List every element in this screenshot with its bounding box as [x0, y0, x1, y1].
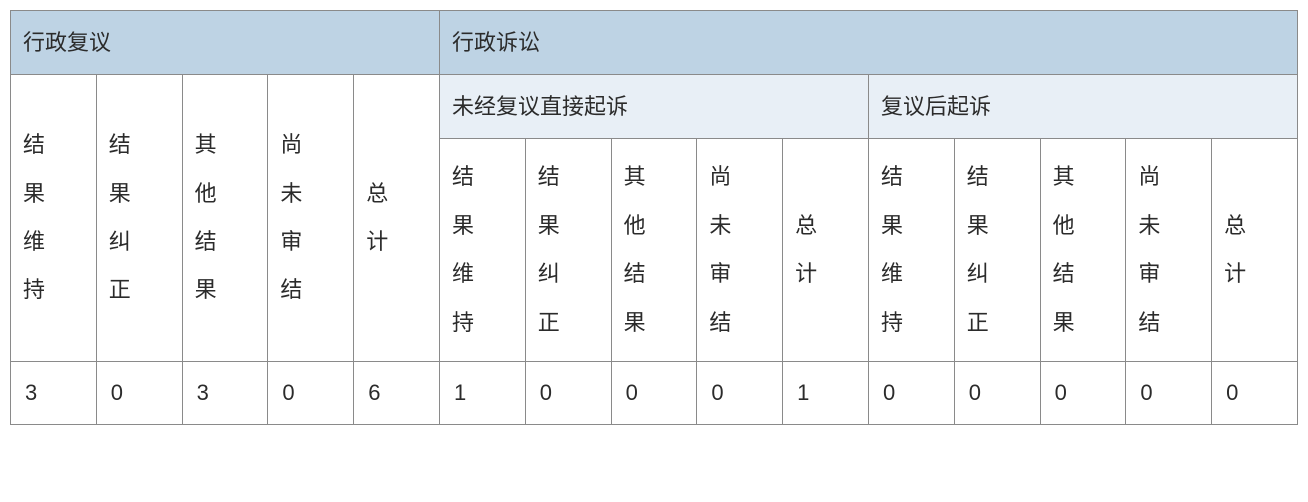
col-after-uphold: 结果维持: [868, 139, 954, 362]
col-direct-other: 其他结果: [611, 139, 697, 362]
cell-after-total: 0: [1212, 361, 1298, 424]
admin-review-lawsuit-table: 行政复议 行政诉讼 结果维持 结果纠正 其他结果 尚未审结 总计 未经复议直接起…: [10, 10, 1298, 425]
col-direct-pending: 尚未审结: [697, 139, 783, 362]
col-direct-total: 总计: [783, 139, 869, 362]
col-review-pending: 尚未审结: [268, 75, 354, 362]
col-direct-uphold: 结果维持: [439, 139, 525, 362]
cell-review-total: 6: [354, 361, 440, 424]
cell-after-uphold: 0: [868, 361, 954, 424]
col-after-other: 其他结果: [1040, 139, 1126, 362]
col-review-uphold: 结果维持: [11, 75, 97, 362]
cell-after-pending: 0: [1126, 361, 1212, 424]
cell-direct-uphold: 1: [439, 361, 525, 424]
col-direct-correct: 结果纠正: [525, 139, 611, 362]
cell-direct-total: 1: [783, 361, 869, 424]
col-review-other: 其他结果: [182, 75, 268, 362]
cell-review-pending: 0: [268, 361, 354, 424]
header-admin-review: 行政复议: [11, 11, 440, 75]
cell-review-other: 3: [182, 361, 268, 424]
header-admin-lawsuit: 行政诉讼: [439, 11, 1297, 75]
col-after-total: 总计: [1212, 139, 1298, 362]
col-after-pending: 尚未审结: [1126, 139, 1212, 362]
col-review-correct: 结果纠正: [96, 75, 182, 362]
cell-review-uphold: 3: [11, 361, 97, 424]
header-lawsuit-after: 复议后起诉: [868, 75, 1297, 139]
header-lawsuit-direct: 未经复议直接起诉: [439, 75, 868, 139]
cell-after-other: 0: [1040, 361, 1126, 424]
cell-after-correct: 0: [954, 361, 1040, 424]
col-after-correct: 结果纠正: [954, 139, 1040, 362]
cell-review-correct: 0: [96, 361, 182, 424]
cell-direct-pending: 0: [697, 361, 783, 424]
col-review-total: 总计: [354, 75, 440, 362]
cell-direct-other: 0: [611, 361, 697, 424]
cell-direct-correct: 0: [525, 361, 611, 424]
table-row: 3 0 3 0 6 1 0 0 0 1 0 0 0 0 0: [11, 361, 1298, 424]
